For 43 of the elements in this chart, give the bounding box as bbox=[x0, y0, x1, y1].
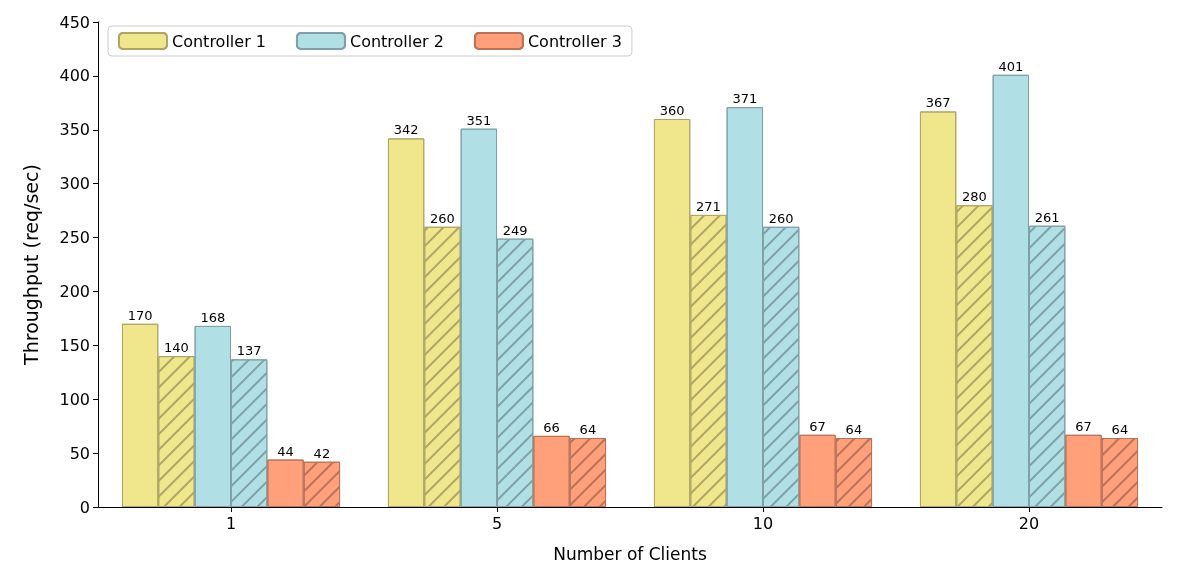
x-axis-title: Number of Clients bbox=[553, 543, 707, 564]
data-label: 64 bbox=[1111, 422, 1129, 438]
data-label: 66 bbox=[543, 419, 560, 435]
y-tick-label: 300 bbox=[59, 174, 90, 194]
data-label: 261 bbox=[1034, 209, 1060, 225]
data-label: 367 bbox=[925, 95, 951, 111]
y-tick-label: 400 bbox=[59, 66, 90, 86]
data-label: 342 bbox=[393, 122, 419, 138]
legend-label: Controller 2 bbox=[349, 31, 444, 51]
data-label: 280 bbox=[962, 189, 987, 205]
data-label: 360 bbox=[659, 103, 685, 118]
x-tick-label: 10 bbox=[752, 513, 774, 533]
data-label: 401 bbox=[998, 58, 1024, 74]
data-label: 64 bbox=[579, 422, 597, 438]
y-tick-label: 150 bbox=[59, 335, 90, 355]
data-label: 67 bbox=[809, 418, 826, 434]
y-tick-label: 0 bbox=[79, 497, 90, 517]
data-label: 271 bbox=[696, 198, 721, 214]
y-tick-label: 200 bbox=[59, 281, 90, 301]
data-label: 44 bbox=[277, 443, 294, 459]
y-tick-label: 50 bbox=[69, 443, 90, 463]
data-label: 170 bbox=[127, 307, 153, 323]
data-label: 42 bbox=[313, 445, 331, 461]
data-label: 64 bbox=[845, 422, 863, 438]
x-tick-label: 5 bbox=[491, 513, 503, 533]
y-tick-label: 350 bbox=[59, 120, 90, 140]
y-tick-label: 250 bbox=[59, 228, 90, 248]
data-label: 260 bbox=[430, 210, 455, 226]
data-label: 260 bbox=[768, 210, 794, 226]
data-label: 351 bbox=[466, 112, 492, 128]
data-label: 140 bbox=[164, 340, 189, 356]
x-tick-label: 20 bbox=[1018, 513, 1040, 533]
data-label: 168 bbox=[200, 309, 226, 325]
data-label: 67 bbox=[1075, 418, 1092, 434]
y-tick-label: 100 bbox=[59, 389, 90, 409]
legend-label: Controller 1 bbox=[172, 31, 266, 51]
y-tick-label: 450 bbox=[59, 12, 90, 32]
y-axis-title: Throughput (req/sec) bbox=[19, 164, 42, 366]
data-label: 249 bbox=[502, 222, 528, 238]
legend-label: Controller 3 bbox=[527, 31, 622, 51]
data-label: 371 bbox=[732, 91, 758, 107]
data-label: 137 bbox=[236, 343, 262, 359]
x-tick-label: 1 bbox=[225, 513, 237, 533]
